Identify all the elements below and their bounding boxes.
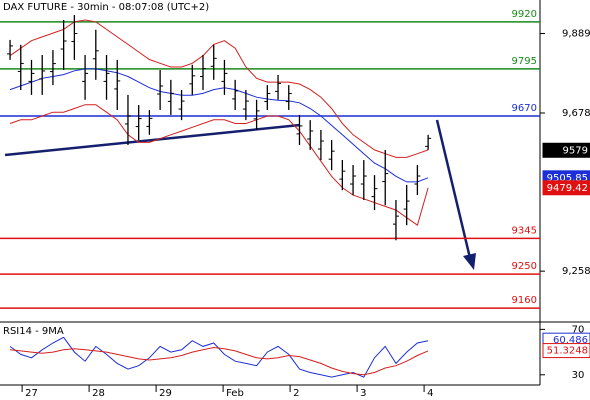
price-tag-box — [542, 343, 590, 359]
price-tag: 9479.42 — [547, 183, 588, 194]
level-label: 9795 — [512, 56, 537, 67]
indicator-line — [9, 19, 429, 158]
forecast-arrow — [435, 119, 472, 259]
x-tick-label: 29 — [159, 388, 172, 399]
x-tick-label: Feb — [226, 388, 244, 399]
level-label: 9250 — [512, 261, 537, 272]
price-tag: 9505.85 — [547, 173, 588, 184]
indicator-line — [9, 68, 429, 183]
arrow-head — [463, 253, 476, 270]
rsi-title-background — [0, 324, 72, 337]
level-label: 9160 — [512, 295, 537, 306]
price-tag: 51.3248 — [547, 346, 588, 357]
trend-line — [4, 123, 301, 157]
price-tag-box — [542, 180, 590, 196]
plot-layer: 9920 9795 9670 9345 9250 9160 9,889 9,678 9,258 2… — [0, 9, 590, 399]
level-label: 9920 — [512, 9, 537, 20]
x-tick-label: 3 — [360, 388, 366, 399]
title-background — [0, 0, 232, 14]
y-tick-label: 30 — [572, 370, 585, 381]
y-tick-label: 9,258 — [562, 266, 590, 277]
y-tick-label: 9,678 — [562, 108, 590, 119]
level-label: 9345 — [512, 225, 537, 236]
rsi-line — [9, 346, 429, 376]
price-tag: 60.486 — [553, 335, 588, 346]
x-tick-label: 2 — [293, 388, 299, 399]
price-tag-box — [542, 142, 590, 158]
y-tick-label: 9,889 — [562, 29, 590, 40]
x-tick-label: 28 — [92, 388, 105, 399]
chart-title: DAX FUTURE - 30min - 08:07:08 (UTC+2) — [3, 2, 209, 13]
rsi-line — [9, 336, 429, 378]
x-tick-label: 27 — [25, 388, 38, 399]
rsi-title: RSI14 - 9MA — [3, 326, 64, 337]
indicator-line — [9, 104, 429, 227]
x-tick-label: 4 — [427, 388, 433, 399]
price-tag: 9579 — [563, 145, 588, 156]
level-label: 9670 — [512, 103, 537, 114]
y-tick-label: 70 — [572, 324, 585, 335]
